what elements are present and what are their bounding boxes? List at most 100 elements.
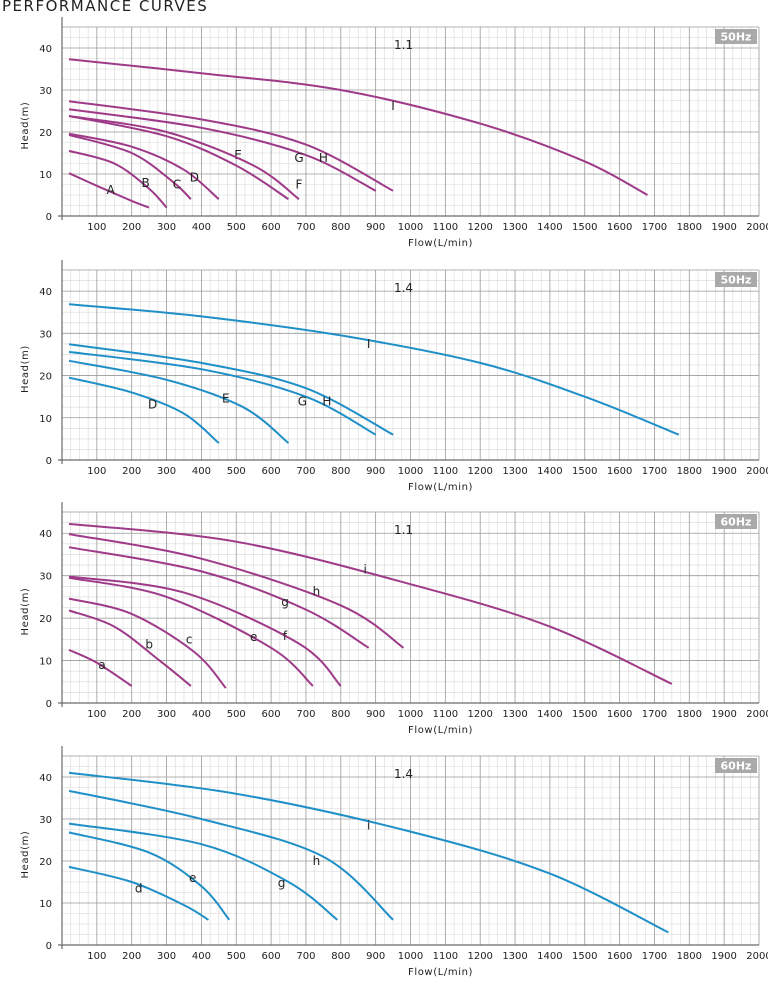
frequency-label: 60Hz (721, 516, 752, 529)
x-tick-label: 1000 (398, 466, 423, 477)
y-tick-label: 30 (39, 329, 52, 340)
curve-label-H: H (322, 395, 331, 409)
curve-b (68, 609, 192, 687)
curve-D (68, 132, 220, 200)
curve-I (68, 58, 648, 196)
y-axis-label: Head(m) (20, 345, 31, 393)
curve-label-D: D (148, 397, 157, 411)
x-tick-label: 1100 (433, 466, 458, 477)
x-tick-label: 1700 (642, 222, 667, 233)
x-axis-label: Flow(L/min) (408, 967, 473, 978)
x-tick-label: 900 (366, 709, 385, 720)
curve-E (68, 359, 290, 444)
x-tick-label: 1300 (502, 709, 527, 720)
x-tick-label: 800 (331, 709, 350, 720)
frequency-badge (715, 758, 757, 773)
x-tick-label: 1800 (677, 709, 702, 720)
y-tick-label: 10 (39, 657, 52, 668)
curve-label-F: F (296, 178, 303, 192)
y-tick-label: 0 (46, 699, 52, 710)
x-tick-label: 200 (122, 222, 141, 233)
curve-label-G: G (298, 395, 307, 409)
curve-label-d: d (135, 881, 143, 895)
curve-i (68, 522, 673, 685)
grid (62, 269, 760, 460)
curve-A (68, 172, 150, 209)
curve-label-B: B (142, 176, 150, 190)
x-tick-label: 900 (366, 951, 385, 962)
x-tick-label: 700 (296, 222, 315, 233)
x-tick-label: 1500 (572, 951, 597, 962)
chart-4: 100 200 300 400 500 600 700 800 900 1000 1100 1200 1… (20, 746, 768, 978)
x-tick-label: 300 (157, 466, 176, 477)
x-tick-label: 1200 (467, 951, 492, 962)
curve-label-c: c (186, 632, 193, 646)
x-tick-label: 800 (331, 951, 350, 962)
y-tick-label: 30 (39, 572, 52, 583)
x-tick-label: 600 (262, 222, 281, 233)
curve-label-C: C (173, 178, 181, 192)
x-tick-label: 700 (296, 466, 315, 477)
curve-label-h: h (313, 854, 321, 868)
curve-I (68, 303, 680, 436)
x-tick-label: 500 (227, 709, 246, 720)
curve-label-f: f (283, 629, 288, 643)
x-tick-label: 1200 (467, 709, 492, 720)
x-tick-label: 400 (192, 222, 211, 233)
curve-label-H: H (319, 151, 328, 165)
x-tick-label: 1700 (642, 951, 667, 962)
curve-label-g: g (278, 876, 286, 890)
curve-D (68, 376, 220, 444)
curve-i (68, 771, 669, 934)
x-tick-label: 400 (192, 709, 211, 720)
x-tick-label: 1600 (607, 709, 632, 720)
frequency-badge (715, 272, 757, 287)
x-tick-label: 1300 (502, 951, 527, 962)
x-tick-label: 1500 (572, 466, 597, 477)
x-axis-label: Flow(L/min) (408, 238, 473, 249)
x-tick-label: 1900 (711, 709, 736, 720)
curve-label-A: A (107, 183, 116, 197)
curve-a (68, 648, 133, 687)
curve-label-a: a (98, 658, 105, 672)
x-tick-label: 1100 (433, 951, 458, 962)
x-tick-label: 200 (122, 466, 141, 477)
x-tick-label: 1800 (677, 951, 702, 962)
x-tick-label: 800 (331, 466, 350, 477)
curve-label-E: E (234, 148, 242, 162)
x-tick-label: 300 (157, 709, 176, 720)
x-tick-label: 1500 (572, 709, 597, 720)
x-axis-label: Flow(L/min) (408, 725, 473, 736)
y-tick-label: 30 (39, 86, 52, 97)
curve-C (68, 133, 192, 200)
page-title: PERFORMANCE CURVES (2, 0, 209, 15)
x-tick-label: 1400 (537, 709, 562, 720)
frequency-label: 50Hz (721, 31, 752, 44)
curve-c (68, 597, 227, 689)
curve-label-i: i (367, 818, 370, 832)
x-tick-label: 500 (227, 466, 246, 477)
y-tick-label: 40 (39, 44, 52, 55)
x-tick-label: 500 (227, 222, 246, 233)
x-tick-label: 200 (122, 951, 141, 962)
curve-H (68, 343, 394, 436)
grid (62, 511, 760, 703)
x-tick-label: 1700 (642, 466, 667, 477)
x-tick-label: 900 (366, 222, 385, 233)
y-tick-label: 20 (39, 128, 52, 139)
x-tick-label: 1900 (711, 222, 736, 233)
x-tick-label: 1400 (537, 222, 562, 233)
x-tick-label: 1600 (607, 951, 632, 962)
y-tick-label: 10 (39, 899, 52, 910)
curve-label-E: E (222, 391, 230, 405)
grid (62, 755, 760, 945)
x-tick-label: 1300 (502, 222, 527, 233)
x-tick-label: 1800 (677, 222, 702, 233)
curve-label-I: I (367, 337, 371, 351)
y-tick-label: 30 (39, 815, 52, 826)
y-tick-label: 0 (46, 456, 52, 467)
x-tick-label: 1900 (711, 466, 736, 477)
